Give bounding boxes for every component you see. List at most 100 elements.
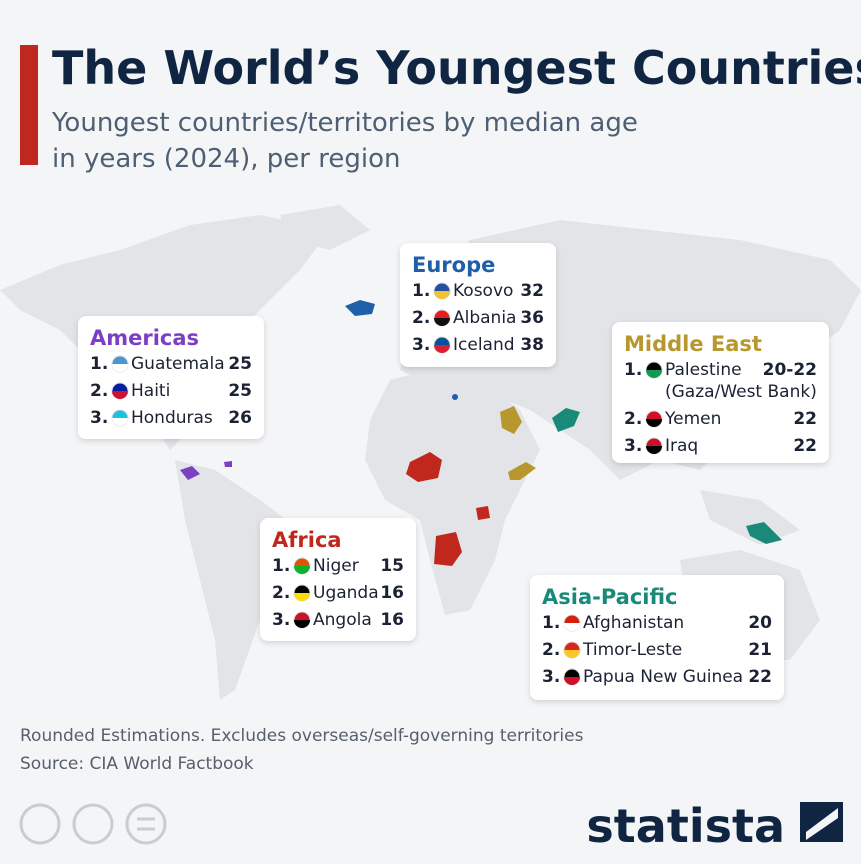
country-note: (Gaza/West Bank) xyxy=(665,382,817,402)
card-bg xyxy=(400,243,556,367)
card-bg xyxy=(260,518,416,641)
median-age: 16 xyxy=(380,583,404,603)
flag-part xyxy=(564,623,580,631)
niger-shape xyxy=(406,452,442,482)
region-name: Middle East xyxy=(624,332,762,356)
median-age: 25 xyxy=(228,381,252,401)
country: Timor-Leste xyxy=(582,640,682,660)
median-age: 22 xyxy=(793,436,817,456)
country: Palestine xyxy=(665,360,742,380)
median-age: 21 xyxy=(748,640,772,660)
flag-part xyxy=(112,418,128,426)
rank: 1. xyxy=(412,281,430,301)
rank: 2. xyxy=(272,583,290,603)
flag-part xyxy=(434,318,450,326)
median-age: 38 xyxy=(520,335,544,355)
flag-part xyxy=(112,364,128,372)
region-name: Europe xyxy=(412,253,495,277)
flag-part xyxy=(294,620,310,628)
rank: 1. xyxy=(272,556,290,576)
country: Guatemala xyxy=(131,354,225,374)
footnote: Rounded Estimations. Excludes overseas/s… xyxy=(20,726,584,746)
accent-bar xyxy=(20,45,38,165)
region-name: Americas xyxy=(90,326,199,350)
haiti-shape xyxy=(224,461,232,467)
afghanistan-shape xyxy=(552,408,580,432)
license-icons xyxy=(19,803,167,845)
rank: 3. xyxy=(412,335,430,355)
country: Afghanistan xyxy=(583,613,684,633)
flag-part xyxy=(646,446,662,454)
rank: 2. xyxy=(624,409,642,429)
cc-icon xyxy=(19,803,61,845)
nd-icon xyxy=(125,803,167,845)
title: The World’s Youngest Countries xyxy=(52,41,861,95)
highlighted-countries xyxy=(180,300,782,566)
region-card: Europe 1. Kosovo 32 2. Albania 36 3. Iceland 38 xyxy=(400,243,556,367)
flag-part xyxy=(294,593,310,601)
subtitle: Youngest countries/territories by median… xyxy=(51,108,638,138)
rank: 1. xyxy=(542,613,560,633)
iraq-shape xyxy=(500,406,522,434)
card-bg xyxy=(530,575,784,700)
flag-part xyxy=(434,345,450,353)
greenland xyxy=(280,205,370,250)
flag-part xyxy=(564,650,580,658)
flag-part xyxy=(294,566,310,574)
indonesia xyxy=(700,490,800,545)
country: Haiti xyxy=(131,381,170,401)
brand: statista xyxy=(586,799,785,853)
flag-part xyxy=(646,419,662,427)
cards: Europe 1. Kosovo 32 2. Albania 36 3. Iceland 38 Am… xyxy=(78,243,829,700)
country: Uganda xyxy=(313,583,379,603)
yemen-shape xyxy=(508,462,536,480)
country: Albania xyxy=(453,308,516,328)
country: Niger xyxy=(313,556,359,576)
median-age: 22 xyxy=(793,409,817,429)
median-age: 25 xyxy=(228,354,252,374)
rank: 1. xyxy=(624,360,642,380)
angola-shape xyxy=(434,532,462,566)
median-age: 15 xyxy=(380,556,404,576)
png-shape xyxy=(746,522,782,544)
country: Iraq xyxy=(665,436,698,456)
rank: 3. xyxy=(90,408,108,428)
by-icon xyxy=(72,803,114,845)
country: Angola xyxy=(313,610,372,630)
rank: 1. xyxy=(90,354,108,374)
region-card: Asia-Pacific 1. Afghanistan 20 2. Timor-Leste… xyxy=(530,575,784,700)
rank: 3. xyxy=(624,436,642,456)
median-age: 36 xyxy=(520,308,544,328)
country: Papua New Guinea xyxy=(583,667,743,687)
rank: 2. xyxy=(542,640,560,660)
flag-part xyxy=(564,677,580,685)
median-age: 16 xyxy=(380,610,404,630)
median-age: 20 xyxy=(748,613,772,633)
flag-part xyxy=(646,370,662,378)
card-bg xyxy=(612,322,829,463)
guatemala-honduras-shape xyxy=(180,466,200,480)
brand-mark xyxy=(800,802,843,842)
country: Yemen xyxy=(664,409,721,429)
median-age: 26 xyxy=(228,408,252,428)
region-name: Africa xyxy=(272,528,342,552)
rank: 2. xyxy=(412,308,430,328)
country: Honduras xyxy=(131,408,213,428)
africa xyxy=(365,370,540,615)
region-name: Asia-Pacific xyxy=(542,585,678,609)
flag-part xyxy=(434,291,450,299)
median-age: 20-22 xyxy=(763,360,817,380)
source: Source: CIA World Factbook xyxy=(20,754,254,774)
flag-part xyxy=(112,391,128,399)
region-card: Africa 1. Niger 15 2. Uganda 16 3. Angola 16 xyxy=(260,518,416,641)
rank: 2. xyxy=(90,381,108,401)
uganda-shape xyxy=(476,506,490,520)
country: Iceland xyxy=(453,335,515,355)
iceland-shape xyxy=(345,300,375,316)
subtitle: in years (2024), per region xyxy=(52,144,400,174)
region-card: Middle East 1. Palestine 20-22(Gaza/West Ba… xyxy=(612,322,829,463)
median-age: 22 xyxy=(748,667,772,687)
rank: 3. xyxy=(542,667,560,687)
